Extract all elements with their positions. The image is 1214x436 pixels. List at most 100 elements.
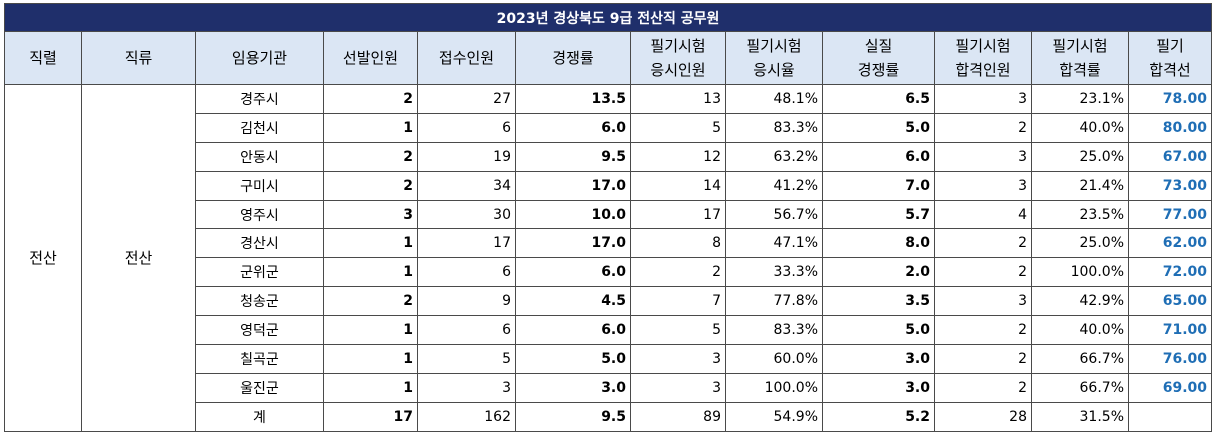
take-rate-cell: 83.3% [725, 315, 823, 346]
exam-taker-cell: 5 [630, 112, 726, 143]
take-rate-cell: 63.2% [725, 141, 823, 172]
competition-rate-cell: 3.0 [515, 372, 631, 403]
pass-rate-cell: 23.1% [1031, 84, 1129, 114]
exam-taker-cell: 13 [630, 84, 726, 114]
real-rate-cell: 6.5 [822, 84, 935, 114]
real-rate-cell: 3.5 [822, 286, 935, 317]
apply-count-cell: 9 [417, 286, 516, 317]
title-row: 2023년 경상북도 9급 전산직 공무원 [3, 3, 1213, 32]
column-header: 실질 경쟁률 [822, 31, 935, 85]
pass-rate-cell: 40.0% [1031, 112, 1129, 143]
pass-count-cell: 2 [934, 315, 1032, 346]
select-count-cell: 1 [323, 344, 418, 374]
competition-rate-cell: 6.0 [515, 257, 631, 288]
apply-count-cell: 162 [417, 401, 516, 432]
org-cell: 영덕군 [195, 315, 324, 346]
cutoff-cell: 62.00 [1127, 228, 1213, 259]
pass-count-cell: 2 [934, 372, 1032, 403]
apply-count-cell: 6 [417, 257, 516, 288]
select-count-cell: 1 [323, 372, 418, 403]
competition-rate-cell: 9.5 [515, 141, 631, 172]
table-row: 안동시 2 19 9.5 12 63.2% 6.0 3 25.0% 67.00 [5, 141, 1213, 172]
cutoff-cell: 76.00 [1127, 344, 1213, 374]
pass-rate-cell: 25.0% [1031, 141, 1129, 172]
apply-count-cell: 3 [417, 372, 516, 403]
cutoff-cell: 73.00 [1127, 170, 1213, 201]
apply-count-cell: 19 [417, 141, 516, 172]
take-rate-cell: 83.3% [725, 112, 823, 143]
competition-rate-cell: 17.0 [515, 170, 631, 201]
column-header: 선발인원 [323, 31, 418, 85]
spreadsheet: 2023년 경상북도 9급 전산직 공무원 직렬 직류 임용기관 선발인원 접수인원 경쟁… [3, 3, 1213, 432]
column-header: 필기시험 합격률 [1031, 31, 1129, 85]
real-rate-cell: 5.0 [822, 112, 935, 143]
real-rate-cell: 8.0 [822, 228, 935, 259]
apply-count-cell: 6 [417, 315, 516, 346]
pass-count-cell: 3 [934, 286, 1032, 317]
column-header: 임용기관 [195, 31, 324, 85]
take-rate-cell: 77.8% [725, 286, 823, 317]
pass-count-cell: 2 [934, 344, 1032, 374]
competition-rate-cell: 17.0 [515, 228, 631, 259]
pass-count-cell: 2 [934, 228, 1032, 259]
column-header: 필기 합격선 [1127, 31, 1213, 85]
cutoff-cell: 78.00 [1127, 84, 1213, 114]
exam-taker-cell: 89 [630, 401, 726, 432]
cutoff-cell: 72.00 [1127, 257, 1213, 288]
org-cell: 구미시 [195, 170, 324, 201]
exam-taker-cell: 12 [630, 141, 726, 172]
competition-rate-cell: 6.0 [515, 315, 631, 346]
column-header: 경쟁률 [515, 31, 631, 85]
pass-rate-cell: 42.9% [1031, 286, 1129, 317]
total-row: 계 17 162 9.5 89 54.9% 5.2 28 31.5% [5, 401, 1213, 432]
pass-count-cell: 3 [934, 141, 1032, 172]
select-count-cell: 1 [323, 112, 418, 143]
exam-taker-cell: 14 [630, 170, 726, 201]
recruitment-table: 2023년 경상북도 9급 전산직 공무원 직렬 직류 임용기관 선발인원 접수인원 경쟁… [3, 3, 1213, 432]
pass-rate-cell: 40.0% [1031, 315, 1129, 346]
column-header: 필기시험 응시인원 [630, 31, 726, 85]
pass-count-cell: 28 [934, 401, 1032, 432]
org-cell: 군위군 [195, 257, 324, 288]
pass-rate-cell: 66.7% [1031, 344, 1129, 374]
pass-rate-cell: 23.5% [1031, 199, 1129, 230]
cutoff-cell [1127, 401, 1213, 432]
table-row: 영주시 3 30 10.0 17 56.7% 5.7 4 23.5% 77.00 [5, 199, 1213, 230]
cutoff-cell: 69.00 [1127, 372, 1213, 403]
competition-rate-cell: 6.0 [515, 112, 631, 143]
cutoff-cell: 80.00 [1127, 112, 1213, 143]
pass-count-cell: 4 [934, 199, 1032, 230]
select-count-cell: 2 [323, 286, 418, 317]
column-header: 접수인원 [417, 31, 516, 85]
pass-count-cell: 3 [934, 84, 1032, 114]
competition-rate-cell: 4.5 [515, 286, 631, 317]
column-header: 필기시험 합격인원 [934, 31, 1032, 85]
pass-rate-cell: 25.0% [1031, 228, 1129, 259]
real-rate-cell: 3.0 [822, 344, 935, 374]
table-row: 전산 전산 경주시 2 27 13.5 13 48.1% 6.5 3 23.1% 78.00 [4, 84, 1213, 432]
column-header: 필기시험 응시율 [725, 31, 823, 85]
real-rate-cell: 2.0 [822, 257, 935, 288]
kind-cell: 전산 [81, 84, 196, 432]
org-cell: 경산시 [195, 228, 324, 259]
apply-count-cell: 6 [417, 112, 516, 143]
cutoff-cell: 65.00 [1127, 286, 1213, 317]
apply-count-cell: 34 [417, 170, 516, 201]
select-count-cell: 2 [323, 141, 418, 172]
apply-count-cell: 27 [417, 84, 516, 114]
pass-rate-cell: 21.4% [1031, 170, 1129, 201]
exam-taker-cell: 8 [630, 228, 726, 259]
table-row: 칠곡군 1 5 5.0 3 60.0% 3.0 2 66.7% 76.00 [5, 344, 1213, 374]
real-rate-cell: 5.0 [822, 315, 935, 346]
select-count-cell: 1 [323, 228, 418, 259]
cutoff-cell: 67.00 [1127, 141, 1213, 172]
exam-taker-cell: 5 [630, 315, 726, 346]
table-row: 구미시 2 34 17.0 14 41.2% 7.0 3 21.4% 73.00 [5, 170, 1213, 201]
org-cell: 청송군 [195, 286, 324, 317]
exam-taker-cell: 17 [630, 199, 726, 230]
org-cell: 경주시 [195, 84, 324, 114]
take-rate-cell: 41.2% [725, 170, 823, 201]
apply-count-cell: 17 [417, 228, 516, 259]
select-count-cell: 17 [323, 401, 418, 432]
take-rate-cell: 33.3% [725, 257, 823, 288]
